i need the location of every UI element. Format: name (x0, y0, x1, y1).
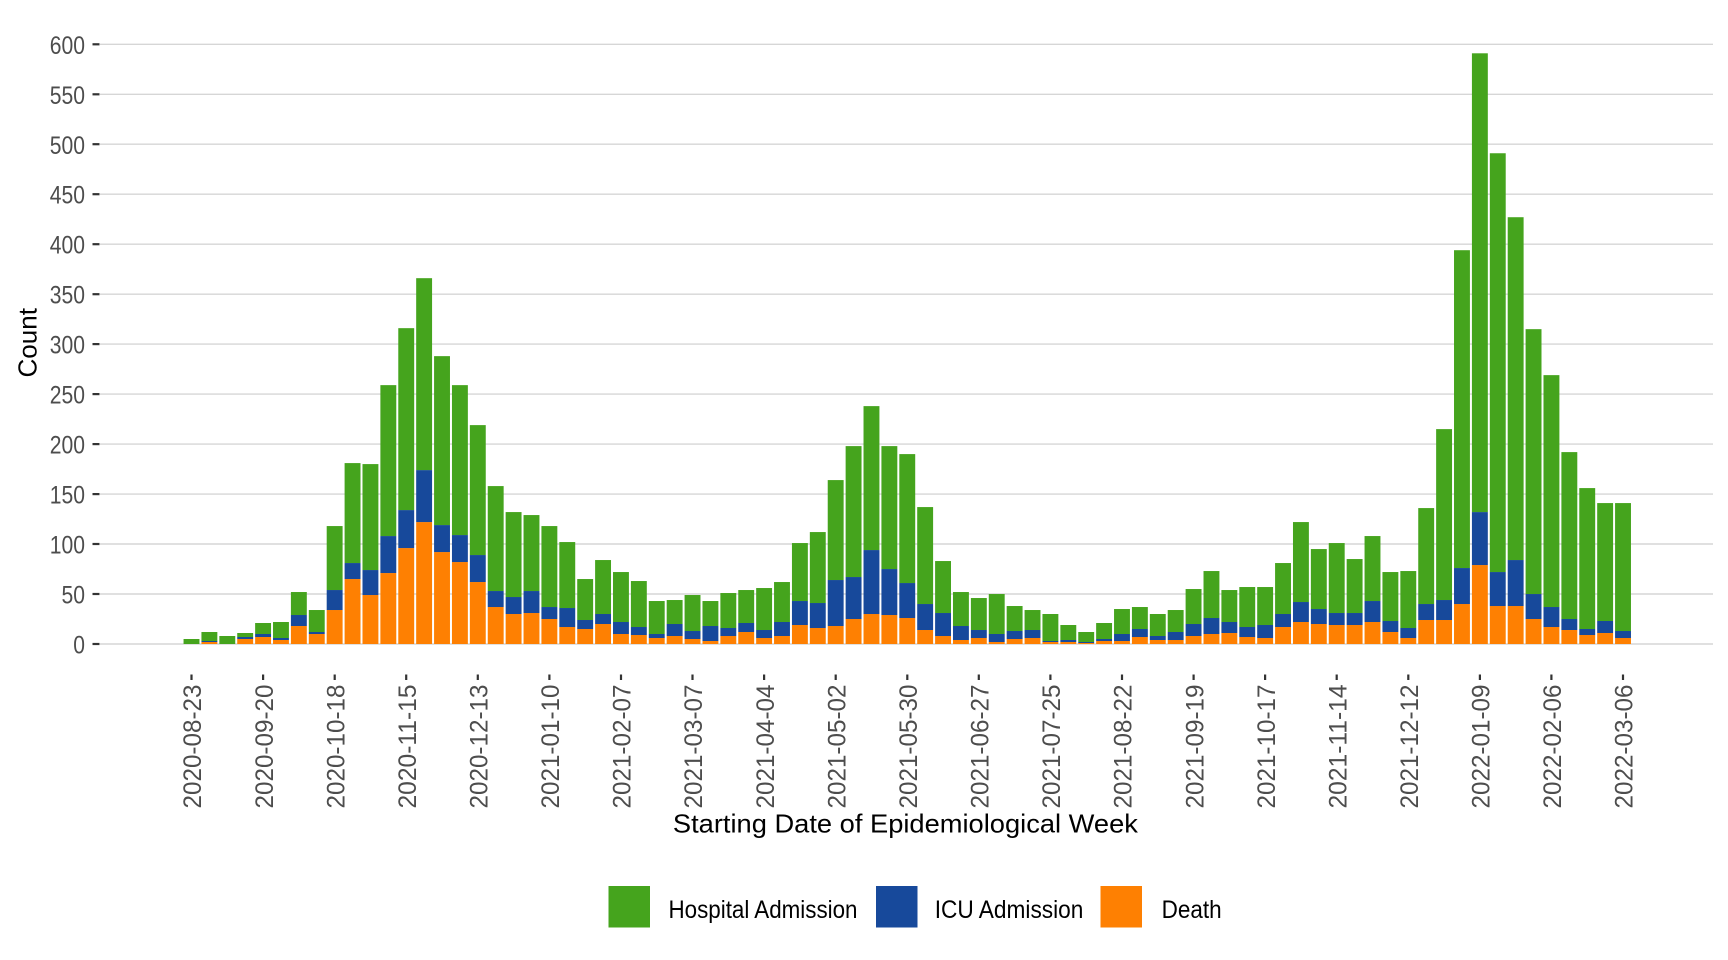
svg-text:2021-01-10: 2021-01-10 (537, 685, 565, 809)
svg-text:ICU Admission: ICU Admission (935, 896, 1084, 924)
svg-text:2021-06-27: 2021-06-27 (967, 685, 995, 809)
svg-text:400: 400 (50, 232, 85, 260)
svg-text:2020-08-23: 2020-08-23 (179, 685, 207, 809)
svg-text:2022-01-09: 2022-01-09 (1468, 685, 1496, 809)
svg-text:150: 150 (50, 482, 85, 510)
svg-text:2021-07-25: 2021-07-25 (1038, 685, 1066, 809)
svg-text:2021-04-04: 2021-04-04 (752, 684, 780, 808)
svg-text:2021-02-07: 2021-02-07 (609, 685, 637, 809)
svg-text:300: 300 (50, 332, 85, 360)
svg-text:250: 250 (50, 382, 85, 410)
svg-text:2021-09-19: 2021-09-19 (1181, 685, 1209, 809)
svg-text:2021-08-22: 2021-08-22 (1110, 685, 1138, 809)
svg-text:2021-10-17: 2021-10-17 (1253, 685, 1281, 809)
svg-text:2021-05-02: 2021-05-02 (823, 685, 851, 809)
svg-text:350: 350 (50, 282, 85, 310)
svg-text:2021-03-07: 2021-03-07 (680, 685, 708, 809)
svg-text:450: 450 (50, 182, 85, 210)
svg-text:Count: Count (12, 307, 42, 377)
svg-text:550: 550 (50, 82, 85, 110)
svg-text:2022-02-06: 2022-02-06 (1539, 685, 1567, 809)
svg-text:200: 200 (50, 432, 85, 460)
svg-text:2020-12-13: 2020-12-13 (466, 685, 494, 809)
svg-text:0: 0 (73, 632, 85, 660)
svg-text:100: 100 (50, 532, 85, 560)
svg-text:600: 600 (50, 32, 85, 60)
svg-text:500: 500 (50, 132, 85, 160)
svg-text:2021-12-12: 2021-12-12 (1396, 685, 1424, 809)
svg-text:50: 50 (62, 582, 86, 610)
svg-text:Death: Death (1162, 896, 1222, 924)
svg-text:2020-10-18: 2020-10-18 (322, 685, 350, 809)
svg-text:Hospital Admission: Hospital Admission (669, 896, 858, 924)
svg-text:2022-03-06: 2022-03-06 (1611, 685, 1639, 809)
svg-text:2020-11-15: 2020-11-15 (394, 685, 422, 809)
svg-text:2021-11-14: 2021-11-14 (1324, 684, 1352, 808)
svg-text:Starting Date of Epidemiologic: Starting Date of Epidemiological Week (673, 809, 1139, 839)
svg-text:2020-09-20: 2020-09-20 (251, 685, 279, 809)
svg-text:2021-05-30: 2021-05-30 (895, 685, 923, 809)
